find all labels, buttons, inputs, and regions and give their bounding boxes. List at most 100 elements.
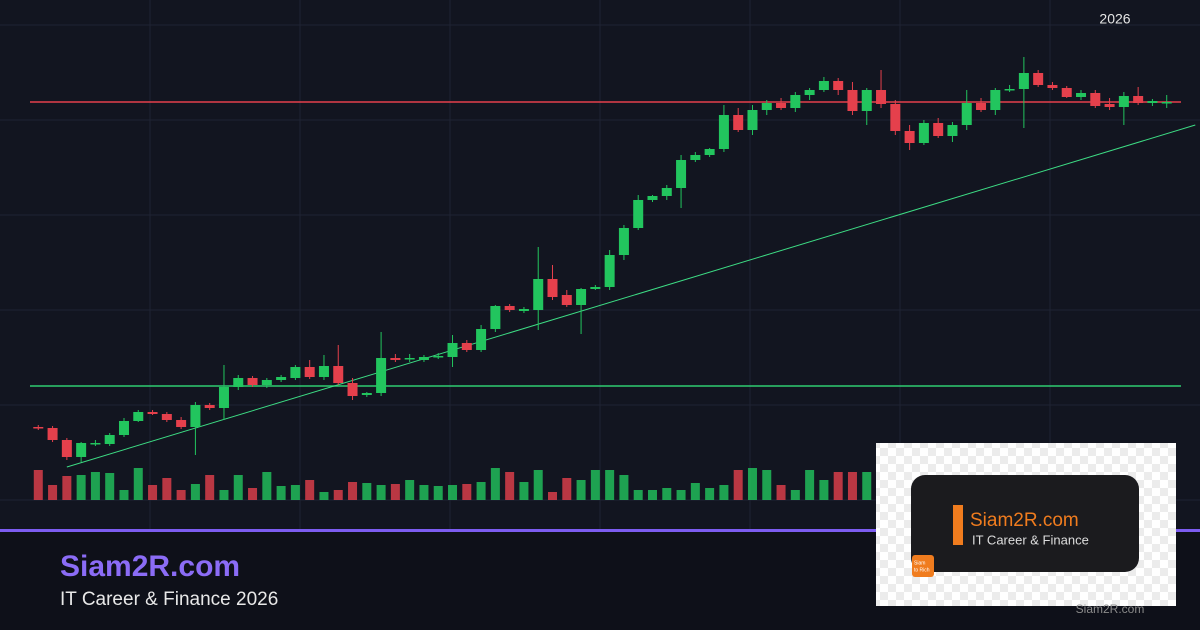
brand-name: Siam2R.com — [60, 550, 240, 583]
volume-bar — [790, 490, 800, 500]
candle-body — [461, 343, 472, 350]
candle-body — [604, 255, 615, 287]
volume-bar — [205, 475, 215, 500]
watermark: Siam2R.com — [1076, 602, 1145, 616]
candle-body — [347, 383, 358, 396]
candle-body — [647, 196, 658, 200]
volume-bar — [505, 472, 515, 500]
candle-body — [290, 367, 301, 378]
candle-body — [790, 95, 801, 108]
candle-body — [990, 90, 1001, 110]
volume-bar — [176, 490, 186, 500]
volume-bar — [105, 473, 115, 500]
candle-body — [590, 287, 601, 289]
volume-bar — [862, 472, 872, 500]
volume-bar — [619, 475, 629, 500]
candle-body — [433, 356, 444, 358]
candle-body — [918, 123, 929, 143]
candle-body — [876, 90, 887, 104]
candle-body — [204, 405, 215, 408]
candle-body — [1090, 93, 1101, 106]
volume-bar — [76, 475, 86, 500]
volume-bar — [533, 470, 543, 500]
volume-bar — [548, 492, 558, 500]
candle-body — [847, 90, 858, 111]
candle-body — [1076, 93, 1087, 97]
volume-bar — [248, 488, 258, 500]
volume-bar — [419, 485, 429, 500]
candle-body — [933, 123, 944, 136]
volume-bar — [576, 480, 586, 500]
candle-body — [218, 387, 229, 408]
card-accent — [953, 505, 963, 545]
candle-body — [1061, 88, 1072, 97]
candle-body — [733, 115, 744, 130]
grid — [0, 0, 1200, 530]
volume-bar — [233, 475, 243, 500]
candle-body — [1104, 104, 1115, 107]
candle-body — [1047, 85, 1058, 88]
volume-bar — [833, 472, 843, 500]
volume-bar — [305, 480, 315, 500]
candle-body — [104, 435, 115, 444]
volume-bar — [433, 486, 443, 500]
card-logo-text: Siam — [914, 560, 925, 566]
volume-bar — [662, 488, 672, 500]
candle-body — [233, 378, 244, 387]
candle-body — [976, 103, 987, 110]
candle-body — [904, 131, 915, 143]
candle-body — [1004, 89, 1015, 91]
volume-bar — [62, 476, 72, 500]
volume-bar — [333, 490, 343, 500]
candle-body — [90, 443, 101, 445]
volume-bar — [33, 470, 43, 500]
volume-bar — [348, 482, 358, 500]
candle-body — [804, 90, 815, 95]
candle-body — [576, 289, 587, 305]
volume-bar — [705, 488, 715, 500]
candle-body — [661, 188, 672, 196]
brand-tagline: IT Career & Finance 2026 — [60, 589, 278, 610]
candle-body — [504, 306, 515, 310]
volume-bar — [562, 478, 572, 500]
volume-bar — [690, 483, 700, 500]
card-logo-text: to Rich — [914, 567, 930, 573]
candle-body — [61, 440, 72, 457]
candle-body — [776, 103, 787, 108]
candle-body — [1161, 102, 1172, 104]
candle-body — [890, 104, 901, 131]
candle-body — [618, 228, 629, 255]
candle-body — [147, 412, 158, 414]
volume-bar — [362, 483, 372, 500]
candle-body — [533, 279, 544, 310]
volume-bar — [290, 485, 300, 500]
volume-bar — [490, 468, 500, 500]
candle-body — [118, 421, 129, 435]
candle-body — [490, 306, 501, 329]
candle-body — [676, 160, 687, 188]
volume-bar — [90, 472, 100, 500]
card-logo — [912, 555, 934, 577]
volume-bar — [133, 468, 143, 500]
volume-bar — [747, 468, 757, 500]
candle-body — [1147, 101, 1158, 103]
candle-body — [376, 358, 387, 393]
candle-body — [133, 412, 144, 421]
divider — [0, 529, 1200, 532]
volume-bar — [719, 485, 729, 500]
candle-body — [190, 405, 201, 427]
volume-bar — [819, 480, 829, 500]
candle-body — [747, 110, 758, 130]
candle-body — [547, 279, 558, 297]
volume-bar — [776, 485, 786, 500]
volume-bar — [633, 490, 643, 500]
candle-body — [861, 90, 872, 111]
candle-body — [718, 115, 729, 149]
candle-body — [276, 377, 287, 380]
volume-bar — [519, 482, 529, 500]
volume-bar — [676, 490, 686, 500]
volume-bar — [162, 478, 172, 500]
candle-body — [318, 366, 329, 377]
